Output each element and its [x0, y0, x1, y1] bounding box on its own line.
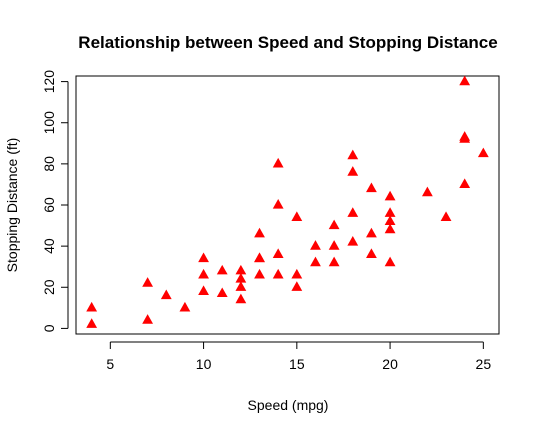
data-point	[459, 75, 471, 86]
data-point	[477, 147, 489, 158]
x-tick-label-20: 20	[382, 356, 398, 372]
data-point	[254, 252, 265, 263]
data-point	[347, 207, 359, 217]
data-point	[384, 190, 396, 201]
x-tick-label-5: 5	[106, 356, 114, 372]
data-point	[272, 248, 284, 258]
data-point	[384, 223, 396, 234]
data-point	[347, 236, 359, 246]
y-axis-label: Stopping Distance (ft)	[4, 138, 20, 273]
data-point	[216, 287, 228, 298]
data-point	[366, 227, 377, 238]
x-axis-label: Speed (mpg)	[248, 397, 329, 413]
data-point	[86, 301, 98, 312]
data-point	[254, 227, 265, 238]
data-point	[160, 289, 172, 300]
data-point	[328, 240, 340, 250]
data-point	[235, 273, 247, 283]
chart-title: Relationship between Speed and Stopping …	[78, 33, 497, 52]
data-point	[272, 199, 284, 209]
data-point	[421, 186, 433, 197]
x-tick-label-25: 25	[476, 356, 492, 372]
data-points	[86, 75, 489, 328]
data-point	[198, 268, 209, 279]
data-point	[179, 301, 191, 312]
y-tick-label-60: 60	[41, 197, 57, 213]
data-point	[328, 256, 340, 267]
data-point	[254, 268, 265, 279]
data-point	[310, 256, 321, 267]
y-tick-label-0: 0	[41, 324, 57, 332]
data-point	[366, 182, 377, 193]
data-point	[142, 277, 154, 287]
data-point	[440, 211, 452, 221]
x-tick-label-10: 10	[196, 356, 212, 372]
plot-area-box	[75, 75, 500, 335]
data-point	[291, 211, 303, 221]
y-tick-label-20: 20	[41, 279, 57, 295]
data-point	[328, 219, 340, 230]
y-tick-label-40: 40	[41, 238, 57, 254]
y-tick-label-120: 120	[41, 70, 57, 94]
data-point	[384, 256, 396, 267]
y-axis: 0 20 40 60 80 100 120	[41, 70, 69, 332]
data-point	[459, 178, 471, 189]
data-point	[459, 131, 471, 141]
data-point	[291, 281, 303, 291]
y-tick-label-100: 100	[41, 111, 57, 135]
data-point	[347, 166, 359, 176]
data-point	[347, 149, 359, 160]
data-point	[142, 314, 154, 324]
data-point	[366, 248, 377, 258]
data-point	[310, 240, 321, 250]
data-point	[384, 215, 396, 226]
data-point	[235, 264, 247, 275]
x-tick-label-15: 15	[289, 356, 305, 372]
data-point	[272, 157, 284, 168]
data-point	[198, 252, 209, 263]
data-point	[86, 318, 98, 328]
data-point	[235, 293, 247, 304]
data-point	[235, 281, 247, 291]
data-point	[291, 268, 303, 279]
data-point	[216, 264, 228, 275]
y-tick-label-80: 80	[41, 156, 57, 172]
x-axis: 5 10 15 20 25	[106, 341, 492, 372]
data-point	[198, 285, 209, 295]
data-point	[384, 207, 396, 217]
data-point	[272, 268, 284, 279]
